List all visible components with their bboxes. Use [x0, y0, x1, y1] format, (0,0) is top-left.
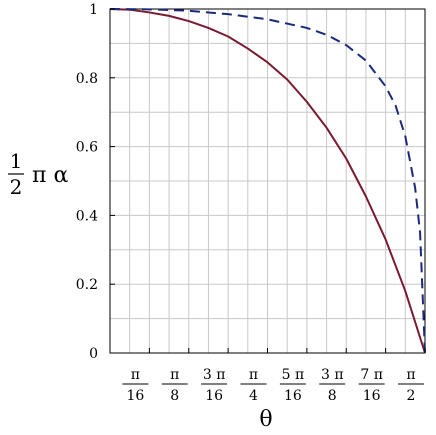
x-tick-label-numerator: 5 π	[282, 367, 305, 383]
x-tick-label-numerator: π	[131, 367, 140, 383]
x-tick-label: π2	[398, 367, 424, 404]
y-axis-title-denominator: 2	[10, 175, 23, 199]
y-tick-label: 0.8	[76, 71, 98, 87]
x-tick-label: 3 π8	[319, 367, 346, 404]
series-group	[109, 8, 426, 354]
y-axis-ticks: 0 0.2 0.4 0.6 0.8 1	[76, 2, 115, 362]
x-tick-label-denominator: 16	[126, 388, 144, 404]
x-tick-label-denominator: 8	[170, 388, 179, 404]
y-tick-label: 0	[89, 346, 98, 362]
x-tick-label: π4	[240, 367, 267, 404]
x-tick-label-denominator: 8	[328, 388, 337, 404]
x-tick-label-numerator: π	[249, 367, 258, 383]
x-tick-label-denominator: 16	[205, 388, 223, 404]
y-tick-label: 0.4	[76, 208, 98, 224]
y-tick-label: 0.6	[76, 140, 98, 156]
x-tick-label-denominator: 16	[363, 388, 381, 404]
x-tick-label-denominator: 2	[407, 388, 416, 404]
series-line-2-dashed	[109, 8, 426, 354]
x-tick-label-numerator: π	[170, 367, 179, 383]
x-tick-label-denominator: 16	[284, 388, 302, 404]
x-tick-label: π8	[161, 367, 188, 404]
series-line-1-solid	[109, 8, 426, 354]
x-tick-label-numerator: 7 π	[360, 367, 383, 383]
x-tick-label-numerator: 3 π	[203, 367, 226, 383]
x-axis-title: θ	[259, 407, 272, 432]
grid	[110, 9, 425, 353]
x-tick-label-numerator: π	[406, 367, 415, 383]
x-tick-label-denominator: 4	[249, 388, 258, 404]
y-axis-title: 1 2 π α	[8, 149, 68, 199]
y-tick-label: 0.2	[76, 277, 98, 293]
y-tick-label: 1	[89, 2, 98, 18]
x-tick-label: π 16	[122, 367, 149, 404]
x-tick-label: 7 π16	[358, 367, 385, 404]
x-tick-label: 5 π16	[279, 367, 306, 404]
x-tick-label: 3 π16	[201, 367, 228, 404]
y-axis-title-numerator: 1	[10, 149, 23, 173]
x-tick-label-numerator: 3 π	[321, 367, 344, 383]
y-axis-title-text: π α	[32, 163, 68, 188]
